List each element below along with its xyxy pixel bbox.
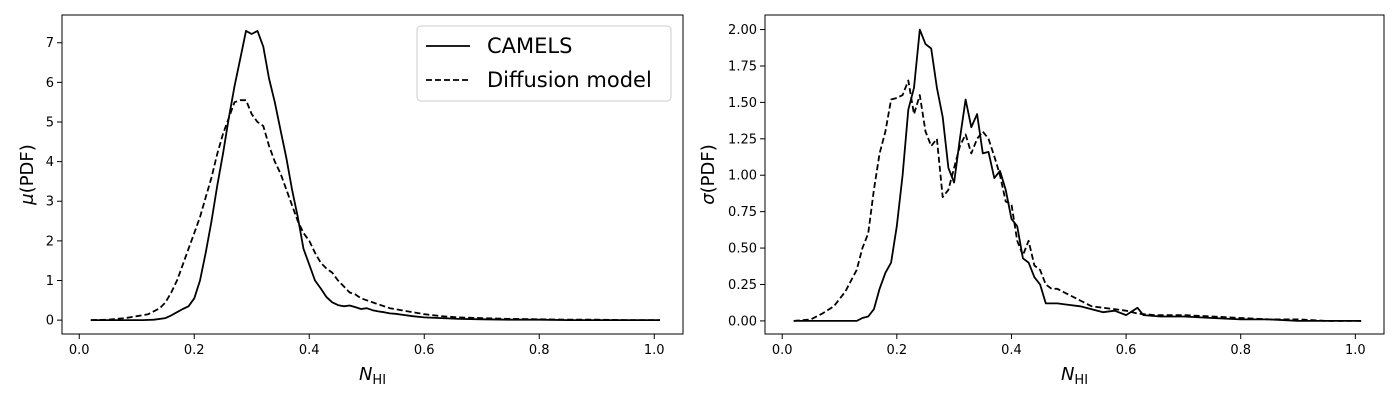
x-axis-label: NHI: [1061, 364, 1088, 388]
y-tick-label: 0.75: [728, 205, 757, 220]
y-tick-label: 2: [46, 234, 54, 249]
plot-frame: [61, 14, 684, 335]
series-line-camels: [90, 29, 660, 322]
series-line-diffusion-model: [90, 99, 660, 322]
x-tick-label: 0.8: [529, 343, 550, 358]
y-tick-label: 1: [46, 274, 54, 289]
x-tick-label: 0.4: [1001, 343, 1022, 358]
x-tick-label: 0.4: [299, 343, 320, 358]
y-axis-label: σ(PDF): [698, 144, 719, 205]
x-tick-label: 0.6: [1116, 343, 1137, 358]
x-tick-label: 1.0: [644, 343, 665, 358]
x-tick-label: 0.6: [414, 343, 435, 358]
y-tick-label: 6: [46, 76, 54, 91]
x-axis-label: NHI: [359, 364, 386, 388]
legend-label: CAMELS: [487, 34, 572, 58]
x-tick-label: 0.2: [184, 343, 205, 358]
y-tick-label: 1.50: [728, 96, 757, 111]
chart-panel-right: 0.0 0.2 0.4 0.6 0.8 1.0 0.00 0.25 0.50 0.75 1.00 1.…: [698, 14, 1385, 388]
x-tick-label: 1.0: [1345, 343, 1366, 358]
series-line-diffusion-model: [793, 79, 1362, 322]
y-tick-label: 4: [46, 155, 54, 170]
y-tick-label: 1.75: [728, 59, 757, 74]
x-tick-label: 0.8: [1230, 343, 1251, 358]
x-tick-label: 0.0: [772, 343, 793, 358]
y-tick-label: 1.00: [728, 169, 757, 184]
y-tick-label: 0.25: [728, 278, 757, 293]
y-tick-label: 0: [46, 314, 54, 329]
x-tick-label: 0.0: [69, 343, 90, 358]
y-tick-label: 2.00: [728, 23, 757, 38]
y-tick-label: 0.00: [728, 314, 757, 329]
legend-box: [416, 25, 672, 102]
y-tick-label: 7: [46, 36, 54, 51]
legend: CAMELS Diffusion model: [416, 25, 672, 102]
y-axis-label: μ(PDF): [17, 144, 38, 206]
y-tick-label: 1.25: [728, 132, 757, 147]
x-tick-label: 0.2: [886, 343, 907, 358]
y-tick-label: 3: [46, 195, 54, 210]
chart-panel-left: 0.0 0.2 0.4 0.6 0.8 1.0 0 1 2 3 4 5 6 7 NHI μ(PDF) CAMEL…: [17, 14, 684, 388]
series-line-camels: [793, 28, 1362, 322]
y-tick-label: 5: [46, 115, 54, 130]
y-tick-label: 0.50: [728, 242, 757, 257]
plot-frame: [764, 14, 1385, 335]
legend-label: Diffusion model: [487, 68, 652, 92]
